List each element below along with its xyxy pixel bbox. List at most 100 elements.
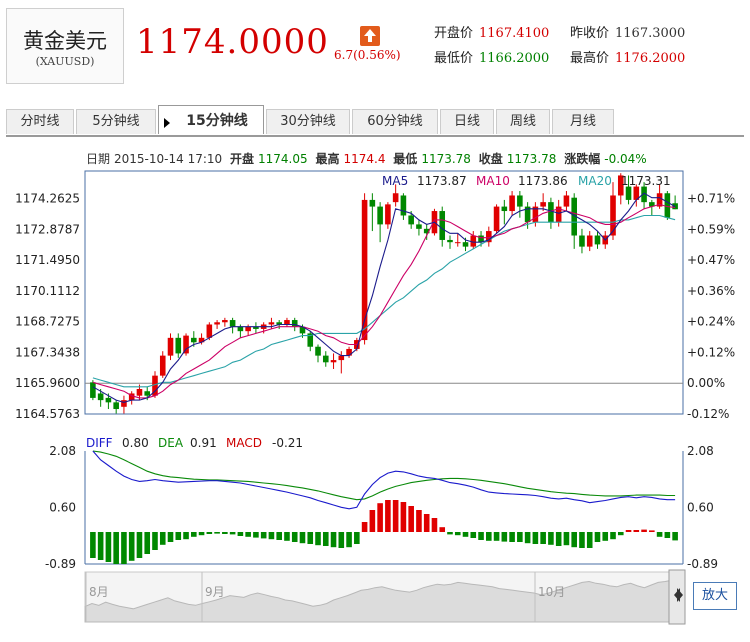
macd-bar-neg (454, 532, 461, 536)
macd-bar-pos (439, 527, 446, 532)
candle-down (517, 195, 523, 207)
open-price: 开盘价 1167.4100 (434, 22, 549, 41)
macd-bar-neg (338, 532, 345, 548)
macd-bar-neg (128, 532, 135, 561)
macd-bar-neg (183, 532, 189, 540)
navigator-month-label: 10月 (538, 585, 565, 599)
candle-up (121, 400, 127, 407)
instrument-name: 黄金美元 (23, 29, 107, 53)
tab-weekly[interactable]: 周线 (496, 109, 550, 134)
macd-bar-pos (377, 503, 383, 532)
ma10-line (92, 203, 676, 399)
candle-down (105, 397, 112, 403)
ma5-legend-label: MA5 (382, 174, 408, 188)
candle-down (315, 346, 321, 356)
instrument-box: 黄金美元 (XAUUSD) (6, 8, 124, 84)
navigator-month-label: 8月 (89, 585, 109, 599)
candle-down (478, 235, 484, 243)
y-tick-left: 1164.5763 (15, 407, 80, 421)
macd-bar-neg (509, 532, 515, 542)
y-tick-left: 1168.7275 (15, 315, 80, 329)
dea-legend-label: DEA (158, 436, 184, 450)
macd-bar-neg (260, 532, 267, 539)
high-price: 最高价 1176.2000 (570, 47, 685, 66)
tab-daily[interactable]: 日线 (440, 109, 494, 134)
y-tick-left: 1171.4950 (15, 253, 80, 267)
macd-bar-neg (532, 532, 539, 544)
tab-60min[interactable]: 60分钟线 (352, 109, 438, 134)
macd-legend-label: MACD (226, 436, 262, 450)
candle-down (276, 322, 282, 325)
diff-line (92, 450, 676, 510)
tab-15min[interactable]: 15分钟线 (158, 105, 264, 134)
candle-up (470, 235, 477, 247)
candle-down (439, 211, 446, 240)
macd-bar-neg (152, 532, 158, 550)
macd-bar-neg (229, 532, 236, 535)
candle-up (222, 320, 228, 323)
candle-up (152, 375, 158, 396)
candle-up (385, 204, 391, 225)
info-pct: -0.04% (604, 152, 647, 166)
candle-down (408, 215, 414, 225)
y-tick-left: 1167.3438 (15, 345, 80, 359)
prev-close-value: 1167.3000 (615, 26, 686, 41)
candle-up (245, 326, 251, 332)
macd-bar-pos (416, 510, 422, 532)
low-price-label: 最低价 (434, 51, 474, 66)
high-price-label: 最高价 (570, 51, 610, 66)
macd-bar-neg (462, 532, 469, 537)
candle-down (291, 320, 298, 327)
macd-bar-neg (617, 532, 624, 536)
info-low-label: 最低 (393, 152, 418, 166)
macd-bar-neg (571, 532, 577, 548)
zoom-button[interactable]: 放大 (693, 582, 737, 610)
macd-bar-pos (649, 530, 655, 532)
tab-30min[interactable]: 30分钟线 (266, 109, 350, 134)
macd-bar-neg (672, 532, 678, 541)
quote-header: 黄金美元 (XAUUSD) 1174.0000 6.7(0.56%) 开盘价 11… (0, 0, 750, 86)
macd-bar-neg (253, 532, 259, 538)
ma10-legend-label: MA10 (476, 174, 510, 188)
candle-up (128, 393, 135, 401)
tab-intraday[interactable]: 分时线 (6, 109, 74, 134)
candle-down (501, 206, 508, 212)
candle-down (462, 242, 469, 247)
macd-bar-neg (493, 532, 500, 541)
y-tick-left: 1170.1112 (15, 284, 80, 298)
candle-down (423, 228, 430, 234)
macd-bar-neg (113, 532, 119, 564)
candle-up (633, 186, 640, 200)
macd-bar-pos (369, 510, 376, 532)
ma10-legend-value: 1173.86 (518, 174, 568, 188)
macd-bar-pos (385, 500, 391, 532)
macd-bar-neg (214, 532, 220, 534)
macd-bar-neg (563, 532, 570, 546)
candle-up (284, 320, 290, 325)
candle-down (447, 239, 453, 243)
candle-up (509, 195, 515, 212)
macd-bar-neg (206, 532, 213, 534)
macd-legend-value: -0.21 (272, 436, 303, 450)
candle-up (454, 242, 461, 244)
tab-15min-label: 15分钟线 (186, 113, 248, 129)
macd-bar-neg (97, 532, 104, 560)
candle-up (610, 195, 616, 236)
candle-down (400, 195, 407, 216)
y-tick-left: 1165.9600 (15, 376, 80, 390)
macd-bar-neg (307, 532, 314, 544)
tab-5min[interactable]: 5分钟线 (76, 109, 156, 134)
candle-down (524, 206, 531, 223)
tab-monthly[interactable]: 月线 (552, 109, 614, 134)
candle-down (377, 206, 383, 225)
macd-bar-neg (322, 532, 329, 546)
ma20-legend-label: MA20 (578, 174, 612, 188)
candle-down (548, 202, 554, 223)
candle-up (656, 193, 663, 207)
ma20-legend-value: 1173.31 (621, 174, 671, 188)
macd-bar-pos (641, 529, 647, 532)
macd-bar-neg (299, 532, 306, 544)
macd-bar-neg (610, 532, 616, 540)
macd-bar-neg (501, 532, 508, 542)
